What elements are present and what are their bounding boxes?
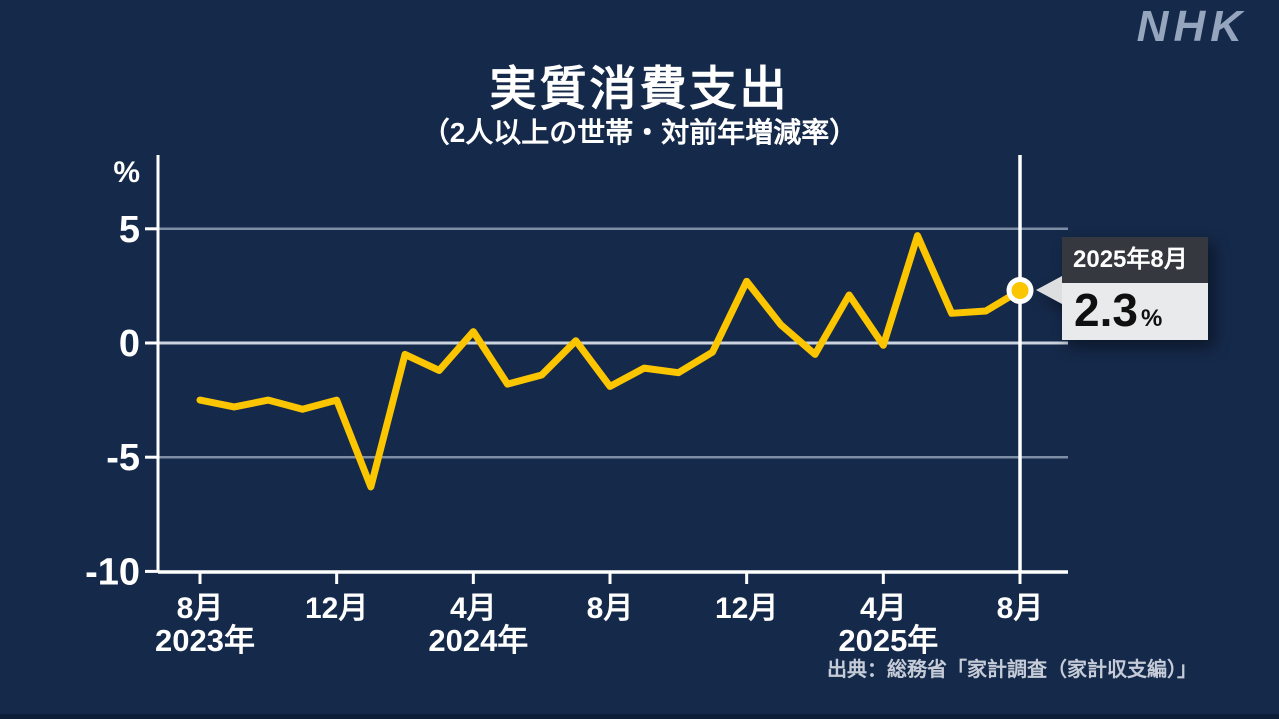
x-tick-label: 12月 [305,592,368,625]
source-note: 出典：総務省「家計調査（家計収支編）」 [827,659,1197,681]
year-label: 2024年 [428,623,528,658]
x-tick-label: 4月 [450,592,497,625]
y-tick-label: -5 [106,437,140,479]
year-label: 2023年 [155,623,255,658]
nhk-logo: NHK [1136,2,1247,51]
highlight-callout: 2025年8月 2.3 % [1036,237,1208,340]
x-tick-label: 8月 [587,592,634,625]
data-line [196,232,1024,491]
bottom-strip [0,714,1279,719]
callout-value: 2.3 [1074,284,1138,336]
x-tick-label: 8月 [997,592,1044,625]
x-tick-label: 8月 [177,592,224,625]
page-subtitle: （2人以上の世帯・対前年増減率） [421,117,858,148]
year-label: 2025年 [838,623,938,658]
x-tick-label: 12月 [715,592,778,625]
callout-unit: % [1140,305,1163,332]
highlight-dot [1011,281,1029,299]
y-tick-label: 0 [119,323,140,365]
y-tick-label: -10 [85,551,140,593]
y-tick-label: 5 [119,209,140,251]
callout-value-row: 2.3 % [1062,283,1208,340]
page-title: 実質消費支出 [489,62,790,115]
x-tick-label: 4月 [860,592,907,625]
y-unit-label: % [113,156,140,189]
callout-arrow-left-icon [1036,276,1062,304]
callout-date-label: 2025年8月 [1062,237,1208,283]
